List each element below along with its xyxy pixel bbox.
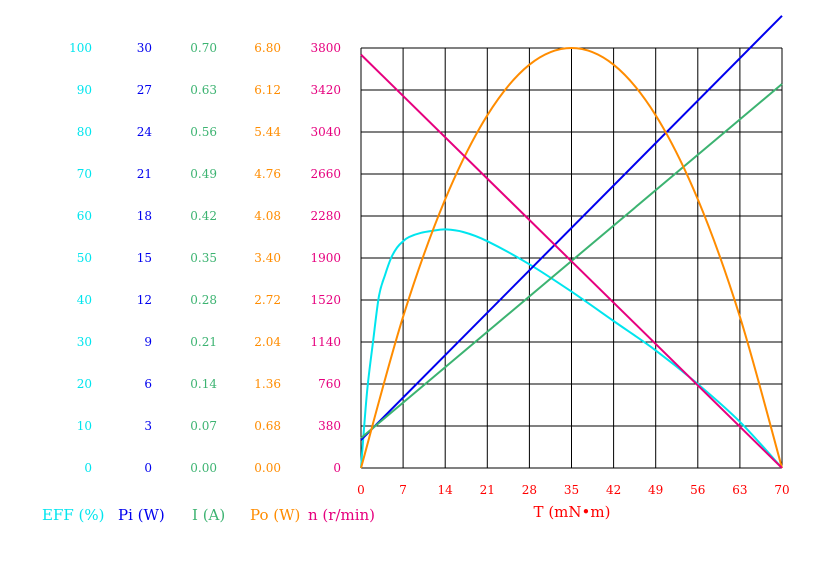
- y-tick-label-n: 760: [318, 377, 341, 391]
- y-tick-label-eff: 70: [77, 167, 92, 181]
- y-tick-label-pi: 30: [137, 41, 152, 55]
- x-tick-label: 35: [564, 483, 579, 497]
- legend-po: Po (W): [250, 506, 300, 524]
- x-tick-label: 7: [399, 483, 407, 497]
- series-line-po: [360, 46, 783, 469]
- y-tick-label-i: 0.14: [190, 377, 217, 391]
- legend-eff: EFF (%): [42, 506, 105, 524]
- series-line-n: [360, 53, 783, 469]
- y-tick-label-n: 3040: [310, 125, 341, 139]
- x-tick-label: 49: [648, 483, 663, 497]
- y-tick-label-po: 0.68: [254, 419, 281, 433]
- x-tick-label: 14: [438, 483, 454, 497]
- y-tick-label-pi: 6: [144, 377, 152, 391]
- y-tick-label-n: 3420: [310, 83, 341, 97]
- y-tick-label-eff: 40: [77, 293, 92, 307]
- y-tick-label-i: 0.49: [190, 167, 217, 181]
- y-tick-label-po: 4.76: [254, 167, 281, 181]
- y-tick-label-n: 3800: [310, 41, 341, 55]
- x-axis-title: T (mN•m): [534, 503, 611, 521]
- x-tick-label: 63: [732, 483, 747, 497]
- y-tick-label-pi: 9: [144, 335, 152, 349]
- x-tick-label: 70: [774, 483, 789, 497]
- y-tick-label-po: 2.04: [254, 335, 281, 349]
- y-tick-label-eff: 50: [77, 251, 92, 265]
- y-tick-label-n: 2280: [310, 209, 341, 223]
- x-tick-label: 56: [690, 483, 705, 497]
- y-tick-label-pi: 3: [144, 419, 152, 433]
- y-tick-label-po: 3.40: [254, 251, 281, 265]
- x-tick-label: 42: [606, 483, 621, 497]
- y-tick-label-i: 0.42: [190, 209, 217, 223]
- y-tick-label-po: 2.72: [254, 293, 281, 307]
- y-axis-tick-labels: 1009080706050403020100302724211815129630…: [69, 41, 341, 475]
- y-tick-label-n: 380: [318, 419, 341, 433]
- series-line-pi: [360, 15, 783, 441]
- y-tick-label-n: 1140: [310, 335, 341, 349]
- y-tick-label-po: 5.44: [254, 125, 281, 139]
- y-tick-label-po: 4.08: [254, 209, 281, 223]
- y-tick-label-eff: 10: [77, 419, 92, 433]
- x-axis-tick-labels: 0 7 14 21 28 35 42 49 56 63 70: [357, 483, 789, 497]
- y-tick-label-i: 0.63: [190, 83, 217, 97]
- y-tick-label-n: 2660: [310, 167, 341, 181]
- y-tick-label-n: 1520: [310, 293, 341, 307]
- y-tick-label-i: 0.70: [190, 41, 217, 55]
- legend-pi: Pi (W): [118, 506, 165, 524]
- y-tick-label-eff: 0: [84, 461, 92, 475]
- y-tick-label-eff: 90: [77, 83, 92, 97]
- legend-n: n (r/min): [308, 506, 375, 524]
- x-tick-label: 28: [522, 483, 537, 497]
- x-tick-label: 0: [357, 483, 365, 497]
- legend-i: I (A): [192, 506, 225, 524]
- y-tick-label-pi: 0: [144, 461, 152, 475]
- chart-curves: [360, 15, 783, 469]
- chart-grid: [360, 47, 783, 469]
- y-tick-label-i: 0.56: [190, 125, 217, 139]
- y-tick-label-eff: 100: [69, 41, 92, 55]
- y-tick-label-eff: 30: [77, 335, 92, 349]
- y-tick-label-i: 0.00: [190, 461, 217, 475]
- y-tick-label-i: 0.35: [190, 251, 217, 265]
- y-tick-label-po: 6.12: [254, 83, 281, 97]
- y-tick-label-pi: 21: [137, 167, 152, 181]
- y-tick-label-po: 6.80: [254, 41, 281, 55]
- y-tick-label-pi: 12: [137, 293, 152, 307]
- y-tick-label-eff: 80: [77, 125, 92, 139]
- y-tick-label-pi: 27: [137, 83, 152, 97]
- x-tick-label: 21: [480, 483, 495, 497]
- y-tick-label-i: 0.21: [190, 335, 217, 349]
- y-tick-label-n: 1900: [310, 251, 341, 265]
- y-tick-label-i: 0.28: [190, 293, 217, 307]
- y-tick-label-po: 1.36: [254, 377, 281, 391]
- y-tick-label-i: 0.07: [190, 419, 217, 433]
- y-tick-label-n: 0: [333, 461, 341, 475]
- y-tick-label-eff: 20: [77, 377, 92, 391]
- chart-legend: EFF (%) Pi (W) I (A) Po (W) n (r/min): [42, 506, 375, 524]
- y-tick-label-po: 0.00: [254, 461, 281, 475]
- y-tick-label-pi: 15: [137, 251, 152, 265]
- y-tick-label-pi: 24: [137, 125, 153, 139]
- y-tick-label-eff: 60: [77, 209, 92, 223]
- y-tick-label-pi: 18: [137, 209, 152, 223]
